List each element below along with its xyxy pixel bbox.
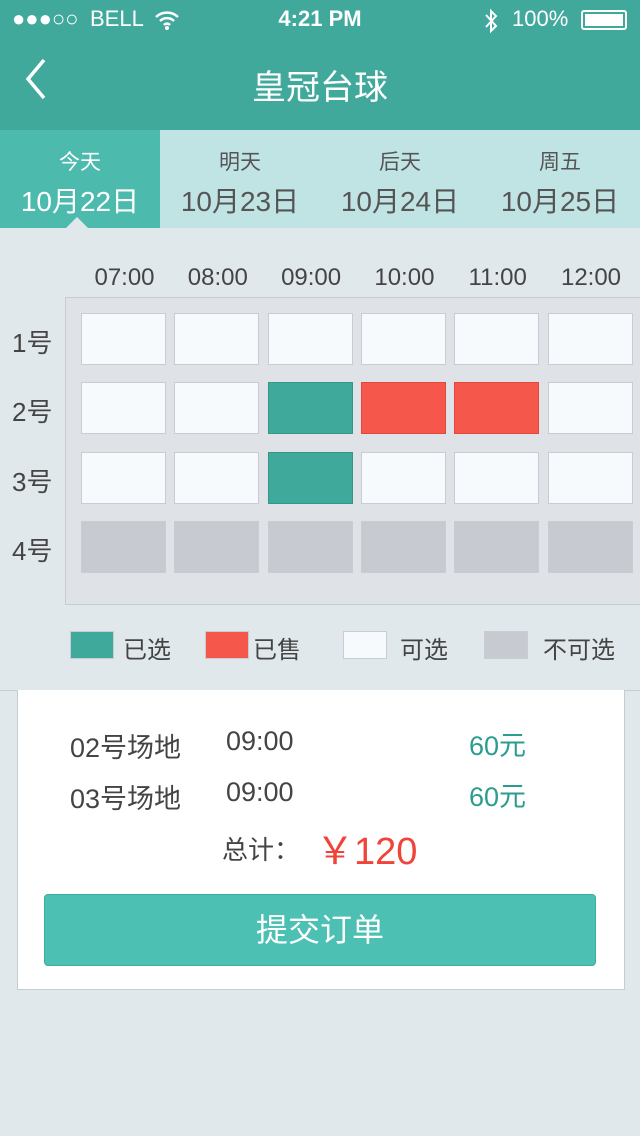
table-label: 1号 (12, 328, 53, 358)
date-tab[interactable]: 后天 10月24日 (320, 130, 480, 228)
order-price: 60元 (469, 782, 527, 812)
legend-swatch-sold (205, 631, 249, 659)
time-header: 08:00 (187, 264, 248, 291)
table-label: 2号 (12, 397, 53, 428)
slot-unavailable (454, 520, 540, 573)
time-header: 10:00 (374, 264, 435, 291)
date-tab-day: 今天 (59, 151, 101, 174)
total-label: 总计： (222, 835, 301, 865)
wifi-icon (155, 11, 179, 30)
bluetooth-icon (485, 8, 498, 34)
date-tab-date: 10月25日 (500, 186, 620, 217)
slot-available[interactable] (174, 451, 260, 504)
slot-available[interactable] (454, 451, 540, 504)
order-time: 09:00 (226, 726, 294, 756)
time-header: 07:00 (94, 264, 155, 291)
slot-available[interactable] (81, 451, 166, 504)
date-tab-day: 明天 (219, 151, 261, 174)
slot-unavailable (267, 520, 353, 573)
legend-label: 已售 (253, 637, 301, 664)
slot-unavailable (81, 520, 166, 573)
legend-swatch-available (343, 631, 387, 659)
slot-available[interactable] (81, 382, 166, 435)
slot-unavailable (174, 520, 260, 573)
date-tab-day: 周五 (539, 151, 581, 174)
time-header: 09:00 (281, 264, 342, 291)
legend-label: 已选 (123, 637, 171, 664)
time-header: 11:00 (468, 264, 527, 291)
date-tab-date: 10月24日 (340, 186, 460, 217)
clock: 4:21 PM (278, 6, 362, 31)
order-time: 09:00 (226, 777, 294, 807)
table-label: 3号 (12, 466, 53, 497)
page-title: 皇冠台球 (252, 69, 388, 107)
slot-available[interactable] (174, 313, 260, 365)
slot-available[interactable] (174, 382, 260, 435)
order-court: 02号场地 (70, 733, 182, 763)
date-tab-date: 10月23日 (180, 186, 300, 217)
slot-available[interactable] (267, 313, 353, 365)
order-court: 03号场地 (70, 784, 182, 814)
date-tab-day: 后天 (379, 151, 421, 174)
date-tab-date: 10月22日 (20, 186, 140, 217)
slot-available[interactable] (547, 382, 633, 435)
slot-selected[interactable] (267, 451, 353, 504)
order-price: 60元 (469, 731, 527, 761)
legend-label: 不可选 (543, 637, 615, 664)
slot-available[interactable] (360, 313, 446, 365)
date-tab[interactable]: 明天 10月23日 (160, 130, 320, 228)
chevron-left-icon[interactable] (24, 58, 48, 100)
slot-unavailable (547, 520, 633, 573)
slot-sold (454, 382, 540, 435)
slot-selected[interactable] (267, 382, 353, 435)
battery-percent: 100% (512, 6, 569, 31)
time-header: 12:00 (560, 264, 622, 291)
legend-swatch-selected (70, 631, 114, 659)
battery-icon (581, 10, 627, 30)
slot-available[interactable] (547, 313, 633, 365)
carrier: BELL (90, 6, 144, 31)
legend-swatch-unavailable (484, 631, 528, 659)
slot-available[interactable] (547, 451, 633, 504)
signal-strength-icon: ●●●○○ (12, 6, 79, 31)
slot-available[interactable] (454, 313, 540, 365)
submit-order-button[interactable]: 提交订单 (44, 894, 596, 966)
header: ●●●○○ BELL 4:21 PM 100% 皇冠台球 (0, 0, 640, 130)
date-tab[interactable]: 周五 10月25日 (480, 130, 640, 228)
date-tabs: 今天 10月22日 明天 10月23日 后天 10月24日 周五 10月25日 (0, 130, 640, 228)
slot-available[interactable] (360, 451, 446, 504)
slot-available[interactable] (81, 313, 166, 365)
table-label: 4号 (12, 535, 53, 566)
total-amount: ￥120 (316, 831, 418, 873)
date-tab[interactable]: 今天 10月22日 (0, 130, 160, 228)
slot-sold (360, 382, 446, 435)
legend-label: 可选 (400, 637, 448, 664)
slot-unavailable (360, 520, 446, 573)
